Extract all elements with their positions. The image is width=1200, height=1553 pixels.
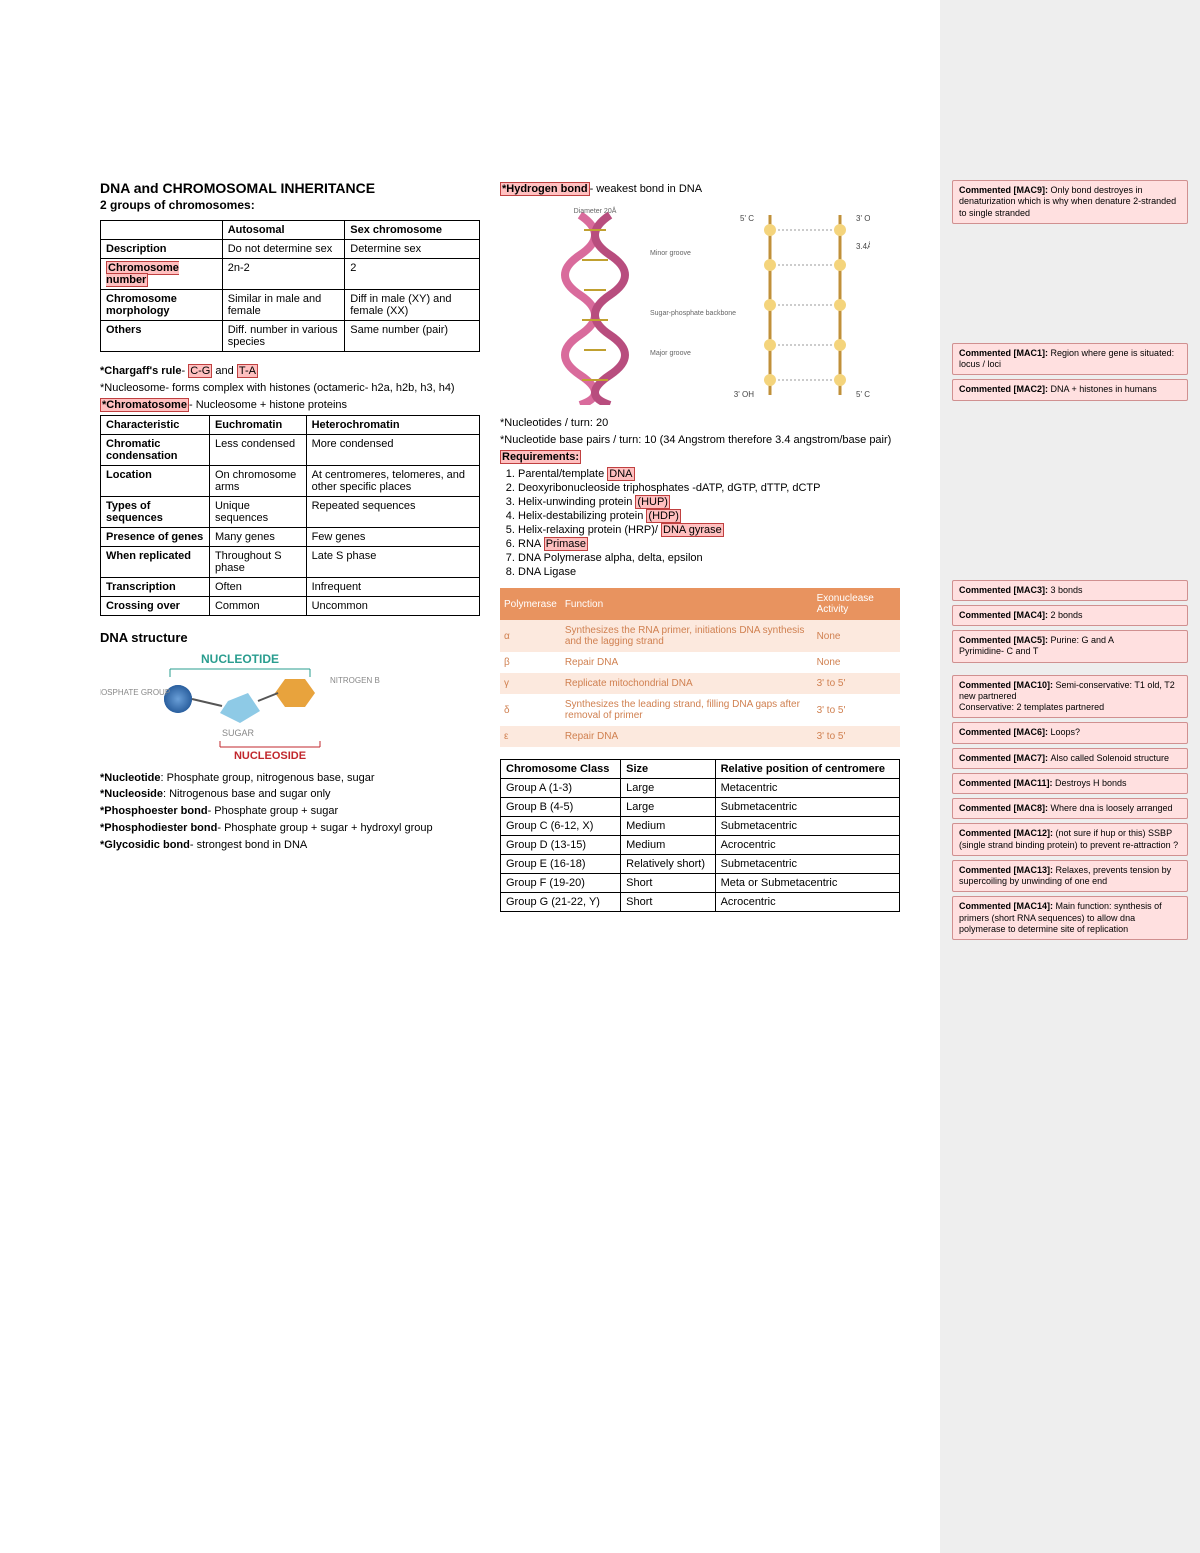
comment-box[interactable]: Commented [MAC14]: Main function: synthe…	[952, 896, 1188, 940]
main-content: DNA and CHROMOSOMAL INHERITANCE 2 groups…	[0, 0, 940, 1553]
dna-structure-heading: DNA structure	[100, 630, 480, 645]
comment-box[interactable]: Commented [MAC10]: Semi-conservative: T1…	[952, 675, 1188, 719]
comment-box[interactable]: Commented [MAC11]: Destroys H bonds	[952, 773, 1188, 794]
comment-box[interactable]: Commented [MAC3]: 3 bonds	[952, 580, 1188, 601]
chargaff-label: *Chargaff's rule	[100, 365, 181, 377]
requirement-item: Deoxyribonucleoside triphosphates -dATP,…	[518, 482, 900, 494]
base-pairs-per-turn: *Nucleotide base pairs / turn: 10 (34 An…	[500, 433, 900, 448]
chromosome-groups-table: AutosomalSex chromosomeDescriptionDo not…	[100, 220, 480, 352]
chromatosome-def: *Chromatosome- Nucleosome + histone prot…	[100, 398, 480, 413]
svg-text:Minor groove: Minor groove	[650, 250, 691, 257]
comment-box[interactable]: Commented [MAC1]: Region where gene is s…	[952, 343, 1188, 376]
svg-text:Sugar-phosphate backbone: Sugar-phosphate backbone	[650, 310, 736, 317]
right-column: *Hydrogen bond- weakest bond in DNA Diam…	[500, 180, 900, 1513]
svg-text:NUCLEOTIDE: NUCLEOTIDE	[201, 652, 279, 666]
svg-text:NUCLEOSIDE: NUCLEOSIDE	[234, 750, 306, 761]
svg-text:5' C: 5' C	[856, 390, 870, 399]
comments-sidebar: Commented [MAC9]: Only bond destroyes in…	[940, 0, 1200, 1553]
comment-box[interactable]: Commented [MAC5]: Purine: G and APyrimid…	[952, 630, 1188, 663]
svg-text:3' OH: 3' OH	[734, 390, 754, 399]
requirement-item: Helix-destabilizing protein (HDP)	[518, 510, 900, 522]
svg-text:Major groove: Major groove	[650, 350, 691, 357]
comment-box[interactable]: Commented [MAC6]: Loops?	[952, 722, 1188, 743]
svg-text:NITROGEN BASE: NITROGEN BASE	[330, 676, 380, 685]
definition-line: *Nucleotide: Phosphate group, nitrogenou…	[100, 771, 480, 786]
requirement-item: RNA Primase	[518, 538, 900, 550]
requirement-item: Parental/template DNA	[518, 468, 900, 480]
comment-box[interactable]: Commented [MAC7]: Also called Solenoid s…	[952, 748, 1188, 769]
svg-text:PHOSPHATE GROUP: PHOSPHATE GROUP	[100, 688, 170, 697]
definition-line: *Phosphoester bond- Phosphate group + su…	[100, 804, 480, 819]
bond-definitions: *Nucleotide: Phosphate group, nitrogenou…	[100, 771, 480, 853]
comment-box[interactable]: Commented [MAC4]: 2 bonds	[952, 605, 1188, 626]
chargaff-ta: T-A	[237, 364, 258, 378]
svg-text:3' OH: 3' OH	[856, 214, 870, 223]
chromatin-table: CharacteristicEuchromatinHeterochromatin…	[100, 415, 480, 616]
chromosome-class-table: Chromosome ClassSizeRelative position of…	[500, 759, 900, 912]
chargaff-rule: *Chargaff's rule- C-G and T-A	[100, 364, 480, 379]
svg-text:3.4Å: 3.4Å	[856, 242, 870, 251]
definition-line: *Glycosidic bond- strongest bond in DNA	[100, 838, 480, 853]
requirement-item: DNA Polymerase alpha, delta, epsilon	[518, 552, 900, 564]
main-title: DNA and CHROMOSOMAL INHERITANCE	[100, 180, 480, 196]
svg-text:Diameter 20Å: Diameter 20Å	[574, 206, 617, 215]
requirement-item: Helix-relaxing protein (HRP)/ DNA gyrase	[518, 524, 900, 536]
nucleotide-diagram: NUCLEOTIDE PHOSPHATE GROUP SUGAR NITROGE…	[100, 651, 480, 761]
comment-box[interactable]: Commented [MAC8]: Where dna is loosely a…	[952, 798, 1188, 819]
requirements-list: Parental/template DNA Deoxyribonucleoside…	[518, 468, 900, 578]
subtitle: 2 groups of chromosomes:	[100, 198, 480, 212]
chargaff-cg: C-G	[188, 364, 212, 378]
definition-line: *Nucleoside: Nitrogenous base and sugar …	[100, 787, 480, 802]
left-column: DNA and CHROMOSOMAL INHERITANCE 2 groups…	[100, 180, 480, 1513]
comment-box[interactable]: Commented [MAC9]: Only bond destroyes in…	[952, 180, 1188, 224]
comment-box[interactable]: Commented [MAC2]: DNA + histones in huma…	[952, 379, 1188, 400]
dna-helix-diagram: Diameter 20Å Minor groove One complete t…	[500, 205, 900, 408]
page-root: DNA and CHROMOSOMAL INHERITANCE 2 groups…	[0, 0, 1200, 1553]
requirements-heading: Requirements:	[500, 450, 900, 465]
requirement-item: DNA Ligase	[518, 566, 900, 578]
nucleotides-per-turn: *Nucleotides / turn: 20	[500, 416, 900, 431]
definition-line: *Phosphodiester bond- Phosphate group + …	[100, 821, 480, 836]
nucleosome-def: *Nucleosome- forms complex with histones…	[100, 381, 480, 396]
requirement-item: Helix-unwinding protein (HUP)	[518, 496, 900, 508]
polymerase-table: PolymeraseFunctionExonuclease ActivityαS…	[500, 588, 900, 747]
hydrogen-bond: *Hydrogen bond- weakest bond in DNA	[500, 182, 900, 197]
svg-text:SUGAR: SUGAR	[222, 728, 255, 738]
svg-text:5' C: 5' C	[740, 214, 754, 223]
comment-box[interactable]: Commented [MAC13]: Relaxes, prevents ten…	[952, 860, 1188, 893]
comment-box[interactable]: Commented [MAC12]: (not sure if hup or t…	[952, 823, 1188, 856]
